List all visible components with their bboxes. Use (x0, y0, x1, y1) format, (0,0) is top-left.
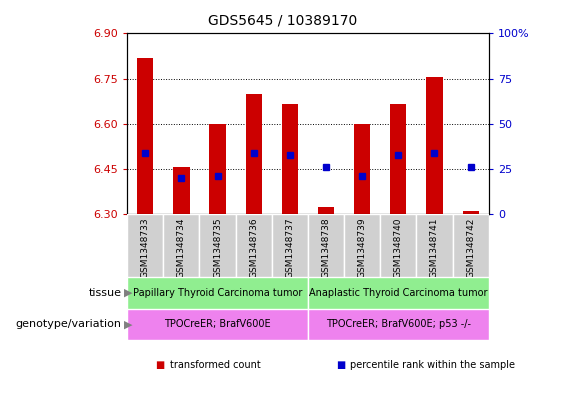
Bar (137, 57, 153, 214)
Text: GSM1348736: GSM1348736 (249, 217, 258, 278)
Bar (199, 214, 236, 277)
Bar (173, 167, 189, 214)
Bar (127, 277, 308, 309)
Text: GSM1348735: GSM1348735 (213, 217, 222, 278)
Bar (282, 104, 298, 214)
Text: Papillary Thyroid Carcinoma tumor: Papillary Thyroid Carcinoma tumor (133, 288, 302, 298)
Text: Anaplastic Thyroid Carcinoma tumor: Anaplastic Thyroid Carcinoma tumor (309, 288, 488, 298)
Text: genotype/variation: genotype/variation (15, 319, 121, 329)
Text: GSM1348740: GSM1348740 (394, 217, 403, 278)
Bar (236, 214, 272, 277)
Bar (163, 214, 199, 277)
Bar (354, 124, 370, 214)
Text: ▶: ▶ (124, 319, 133, 329)
Bar (416, 214, 453, 277)
Text: ▶: ▶ (124, 288, 133, 298)
Text: tissue: tissue (89, 288, 121, 298)
Bar (246, 94, 262, 214)
Bar (308, 309, 489, 340)
Text: GDS5645 / 10389170: GDS5645 / 10389170 (208, 14, 357, 28)
Text: GSM1348738: GSM1348738 (321, 217, 331, 278)
Text: GSM1348734: GSM1348734 (177, 217, 186, 278)
Bar (344, 214, 380, 277)
Text: TPOCreER; BrafV600E: TPOCreER; BrafV600E (164, 319, 271, 329)
Text: GSM1348733: GSM1348733 (141, 217, 150, 278)
Text: GSM1348741: GSM1348741 (430, 217, 439, 278)
Text: ■: ■ (336, 360, 345, 369)
Bar (463, 211, 479, 214)
Text: TPOCreER; BrafV600E; p53 -/-: TPOCreER; BrafV600E; p53 -/- (326, 319, 471, 329)
Bar (272, 214, 308, 277)
Text: GSM1348739: GSM1348739 (358, 217, 367, 278)
Text: GSM1348737: GSM1348737 (285, 217, 294, 278)
Bar (390, 104, 406, 214)
Bar (210, 124, 225, 214)
Text: transformed count: transformed count (170, 360, 260, 369)
Bar (308, 277, 489, 309)
Bar (308, 214, 344, 277)
Bar (453, 214, 489, 277)
Bar (427, 77, 442, 214)
Text: percentile rank within the sample: percentile rank within the sample (350, 360, 515, 369)
Text: ■: ■ (155, 360, 164, 369)
Text: GSM1348742: GSM1348742 (466, 217, 475, 278)
Bar (318, 207, 334, 214)
Bar (380, 214, 416, 277)
Bar (127, 214, 163, 277)
Bar (127, 309, 308, 340)
